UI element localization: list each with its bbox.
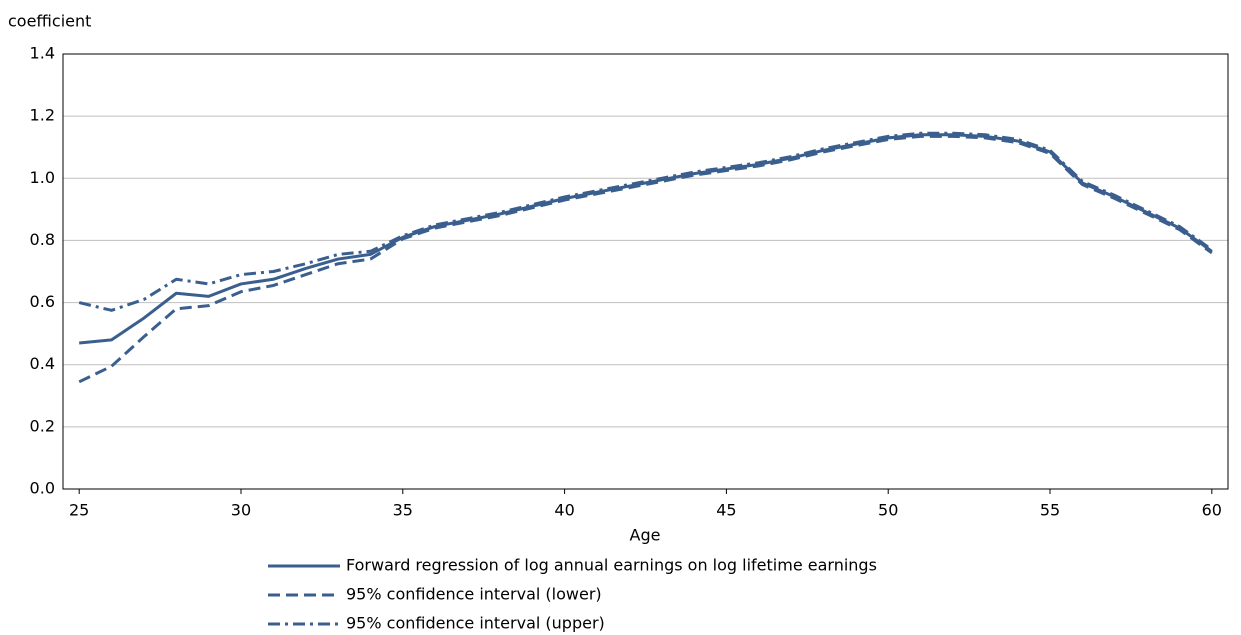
x-tick-label: 30 <box>231 501 251 520</box>
y-tick-label: 1.4 <box>30 44 55 63</box>
x-tick-label: 60 <box>1202 501 1222 520</box>
x-tick-label: 55 <box>1040 501 1060 520</box>
y-tick-label: 0.8 <box>30 230 55 249</box>
legend-label: 95% confidence interval (lower) <box>346 585 602 604</box>
y-tick-label: 0.6 <box>30 292 55 311</box>
y-tick-label: 0.4 <box>30 354 55 373</box>
x-tick-label: 35 <box>393 501 413 520</box>
x-tick-label: 25 <box>69 501 89 520</box>
y-tick-label: 1.0 <box>30 168 55 187</box>
legend-label: 95% confidence interval (upper) <box>346 614 605 633</box>
series-line <box>78 134 1213 384</box>
y-axis-label: coefficient <box>8 12 91 31</box>
legend-label: Forward regression of log annual earning… <box>346 556 877 575</box>
y-tick-label: 0.0 <box>30 479 55 498</box>
plot-frame <box>62 53 1229 490</box>
x-tick-label: 50 <box>878 501 898 520</box>
x-tick-label: 40 <box>554 501 574 520</box>
y-tick-label: 1.2 <box>30 106 55 125</box>
y-tick-label: 0.2 <box>30 416 55 435</box>
x-tick-label: 45 <box>716 501 736 520</box>
series-line <box>79 133 1213 345</box>
x-axis-label: Age <box>630 526 661 545</box>
